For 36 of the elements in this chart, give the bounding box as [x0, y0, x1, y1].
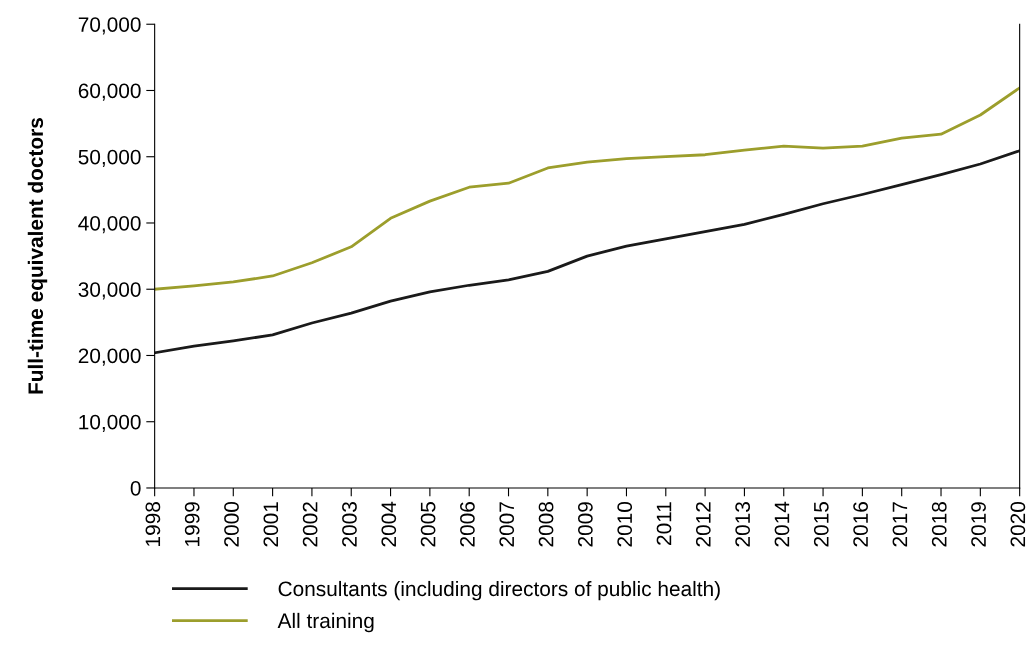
x-tick-label: 2005 — [420, 502, 436, 547]
line-series — [154, 86, 1020, 291]
x-tick-label: 2003 — [342, 502, 357, 547]
x-tick-label: 2018 — [931, 502, 947, 547]
line-series — [154, 149, 1020, 355]
y-tick-label: 60,000 — [78, 83, 141, 101]
x-tick-label: 2016 — [853, 502, 868, 547]
x-tick-label: 2019 — [971, 502, 986, 547]
x-tick-label: 2013 — [735, 502, 751, 547]
y-tick-label: 70,000 — [78, 17, 141, 35]
x-tick-label: 2011 — [656, 502, 672, 545]
x-tick-label: 1998 — [145, 502, 161, 546]
y-axis-title: Full-time equivalent doctors — [27, 118, 48, 394]
x-tick-label: 1999 — [184, 502, 200, 546]
x-tick-label: 2020 — [1010, 501, 1026, 547]
y-tick-label: 30,000 — [78, 282, 141, 300]
x-tick-label: 2001 — [263, 502, 279, 547]
x-tick-label: 2010 — [617, 501, 633, 547]
legend-label: Consultants (including directors of public health) — [278, 580, 720, 601]
legend-label: All training — [277, 612, 374, 633]
x-tick-label: 2012 — [695, 502, 711, 547]
y-tick-label: 10,000 — [79, 414, 141, 432]
x-tick-label: 2015 — [813, 502, 829, 547]
x-tick-label: 2002 — [302, 502, 318, 547]
y-tick-label: 0 — [130, 480, 141, 496]
x-tick-label: 2009 — [577, 502, 593, 547]
x-tick-label: 2004 — [381, 501, 397, 547]
x-tick-label: 2014 — [774, 501, 790, 547]
x-tick-label: 2000 — [224, 501, 239, 547]
x-tick-label: 2007 — [499, 502, 515, 547]
y-tick-label: 40,000 — [78, 215, 141, 234]
x-tick-label: 2017 — [892, 502, 908, 547]
x-tick-label: 2008 — [538, 502, 554, 547]
y-tick-label: 50,000 — [78, 149, 141, 167]
y-tick-label: 20,000 — [78, 348, 141, 366]
x-tick-label: 2006 — [460, 502, 475, 547]
